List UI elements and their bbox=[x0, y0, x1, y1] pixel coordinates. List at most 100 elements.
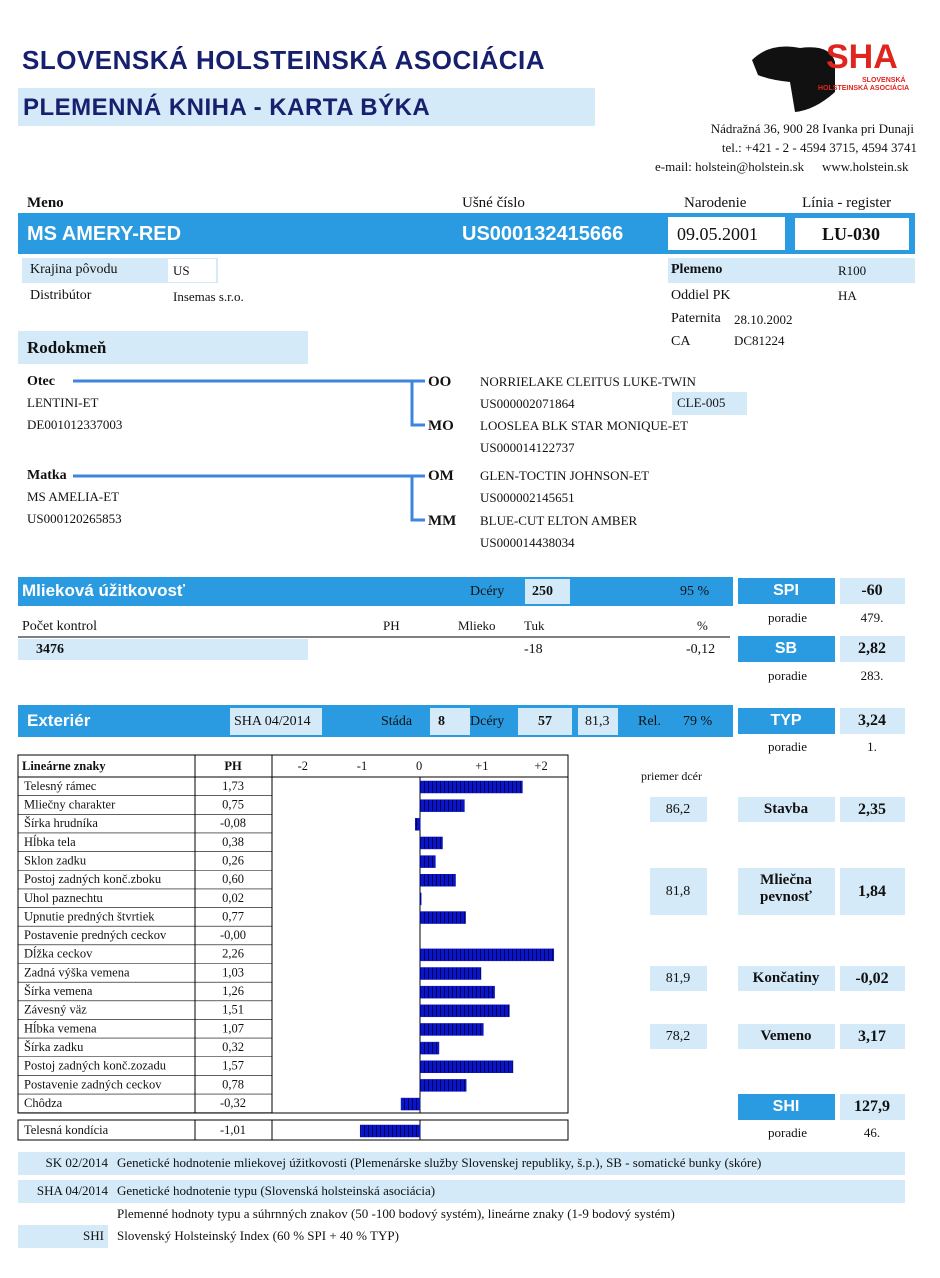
ancestor-label: OO bbox=[428, 374, 452, 390]
bar bbox=[419, 1004, 510, 1018]
label: Paternita bbox=[671, 311, 721, 326]
ancestor-id: US000014438034 bbox=[480, 535, 575, 550]
x-tick-label: -1 bbox=[357, 759, 367, 773]
index-value-box bbox=[840, 708, 905, 734]
trait-box bbox=[738, 1024, 835, 1049]
trait-name: Chôdza bbox=[24, 1096, 63, 1110]
logo-line2: HOLSTEINSKÁ ASOCIÁCIA bbox=[818, 85, 910, 92]
line-box bbox=[672, 392, 747, 415]
trait-value: 0,77 bbox=[222, 909, 244, 923]
herds-box bbox=[430, 708, 470, 735]
label: Krajina pôvodu bbox=[30, 262, 118, 277]
value: Insemas s.r.o. bbox=[173, 289, 244, 304]
bar bbox=[359, 1124, 421, 1138]
ancestor-name: GLEN-TOCTIN JOHNSON-ET bbox=[480, 468, 650, 483]
trait-name: Telesný rámec bbox=[24, 779, 97, 793]
phone: tel.: +421 - 2 - 4594 3715, 4594 3741 bbox=[721, 140, 917, 155]
trait-value: 0,75 bbox=[222, 798, 244, 812]
rank-label: poradie bbox=[768, 610, 807, 625]
trait-value: 0,32 bbox=[222, 1040, 244, 1054]
trait-value: 3,17 bbox=[858, 1027, 886, 1045]
rank: 46. bbox=[863, 1125, 881, 1140]
parent-name: LENTINI-ET bbox=[27, 395, 99, 410]
note-text: Slovenský Holsteinský Index (60 % SPI + … bbox=[117, 1228, 399, 1243]
index-box bbox=[738, 708, 835, 734]
rank: 479. bbox=[860, 610, 884, 625]
parent-id: DE001012337003 bbox=[27, 417, 123, 432]
ancestor-id: US000002145651 bbox=[480, 490, 575, 505]
label: Mlieko bbox=[458, 618, 496, 633]
trait-value: 0,02 bbox=[222, 891, 244, 905]
ear-number: US000132415666 bbox=[462, 223, 624, 245]
line-register: LU-030 bbox=[822, 224, 880, 244]
controls-band bbox=[18, 639, 308, 660]
trait-value: -0,00 bbox=[220, 928, 246, 942]
label: Rel. bbox=[638, 714, 661, 729]
trait-value-box bbox=[840, 1024, 905, 1049]
parent-label: Otec bbox=[27, 374, 55, 389]
x-tick-label: +1 bbox=[475, 759, 488, 773]
table-header: Lineárne znaky bbox=[22, 759, 106, 773]
ancestor-name: BLUE-CUT ELTON AMBER bbox=[480, 513, 638, 528]
index-value-box bbox=[840, 636, 905, 662]
ancestor-label: MM bbox=[428, 513, 457, 529]
trait-name: Hĺbka tela bbox=[24, 835, 76, 849]
index-value: 127,9 bbox=[854, 1098, 890, 1115]
address: Nádražná 36, 900 28 Ivanka pri Dunaji bbox=[710, 121, 914, 136]
trait-value: 0,78 bbox=[222, 1077, 244, 1091]
trait-name: Telesná kondícia bbox=[24, 1123, 109, 1137]
pedigree-line bbox=[73, 474, 425, 522]
avg-box bbox=[650, 797, 707, 822]
trait-value-box bbox=[840, 868, 905, 915]
parent-label: Matka bbox=[27, 468, 67, 483]
note-code: SHA 04/2014 bbox=[36, 1183, 108, 1198]
value: DC81224 bbox=[734, 333, 785, 348]
subtitle-band bbox=[18, 88, 595, 126]
bar bbox=[419, 911, 466, 924]
trait-value: 1,84 bbox=[858, 882, 886, 900]
trait-value-box bbox=[840, 966, 905, 991]
trait-name: Šírka hrudníka bbox=[24, 816, 98, 830]
rank-label: poradie bbox=[768, 1125, 807, 1140]
note-code: SHI bbox=[83, 1228, 104, 1243]
bar bbox=[419, 892, 422, 906]
bar bbox=[419, 948, 555, 962]
bar bbox=[419, 855, 436, 868]
x-tick-label: 0 bbox=[416, 759, 422, 773]
bar bbox=[415, 818, 421, 831]
parent-id: US000120265853 bbox=[27, 511, 122, 526]
trait-value: -0,02 bbox=[855, 969, 889, 987]
logo-cow bbox=[752, 46, 835, 112]
index-label: SB bbox=[774, 640, 798, 657]
trait-box bbox=[738, 797, 835, 822]
index-label: SHI bbox=[772, 1098, 800, 1115]
bar bbox=[419, 985, 495, 999]
bar bbox=[419, 1023, 484, 1036]
trait-value: -0,08 bbox=[220, 816, 246, 830]
trait-name: Postavenie zadných ceckov bbox=[24, 1077, 162, 1091]
note-band bbox=[18, 1152, 905, 1175]
label: Stáda bbox=[381, 714, 413, 729]
trait-value: 0,26 bbox=[222, 853, 244, 867]
trait-name: Šírka vemena bbox=[24, 984, 93, 998]
trait-name: Zadná výška vemena bbox=[24, 965, 130, 979]
label: Dcéry bbox=[470, 584, 505, 599]
daughters-box bbox=[518, 708, 572, 735]
value: HA bbox=[838, 288, 857, 303]
table-header: PH bbox=[224, 759, 242, 773]
ancestor-id: US000002071864 bbox=[480, 396, 575, 411]
label: Ušné číslo bbox=[462, 195, 525, 211]
birth-date: 09.05.2001 bbox=[677, 224, 758, 244]
trait-label: Končatiny bbox=[752, 970, 820, 986]
label: Dcéry bbox=[470, 714, 505, 729]
trait-value: 1,26 bbox=[222, 984, 244, 998]
trait-value: -0,32 bbox=[220, 1096, 246, 1110]
trait-name: Postavenie predných ceckov bbox=[24, 928, 167, 942]
section-title: Rodokmeň bbox=[27, 338, 107, 357]
table-frame bbox=[17, 754, 569, 1114]
trait-value: 1,03 bbox=[222, 965, 244, 979]
trait-name: Závesný väz bbox=[24, 1003, 87, 1017]
trait-name: Upnutie predných štvrtiek bbox=[24, 909, 155, 923]
trait-value: 1,07 bbox=[222, 1021, 244, 1035]
